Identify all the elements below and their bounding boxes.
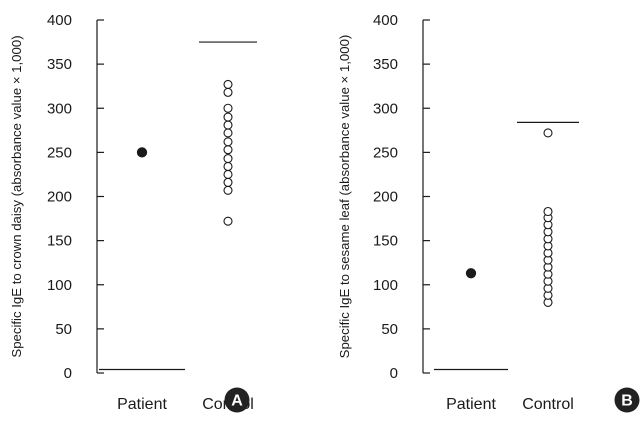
y-tick-label: 300: [47, 100, 72, 117]
data-point-control: [223, 216, 233, 226]
data-point-control: [223, 137, 233, 147]
y-tick-label: 350: [373, 56, 398, 73]
y-tick-label: 150: [47, 233, 72, 250]
data-point-patient: [465, 268, 477, 279]
panel-badge: A: [224, 387, 250, 413]
data-point-control: [223, 79, 233, 89]
data-point-control: [223, 154, 233, 164]
y-tick-label: 50: [381, 321, 398, 338]
data-point-control: [223, 161, 233, 172]
y-tick-label: 150: [373, 233, 398, 250]
panel-badge: B: [614, 387, 640, 413]
y-axis-title: Specific IgE to crown daisy (absorbance …: [9, 35, 24, 357]
data-point-control: [223, 87, 233, 97]
panel-badge-letter: A: [231, 393, 243, 410]
y-tick-label: 300: [373, 100, 398, 117]
y-tick-label: 100: [47, 277, 72, 294]
data-point-control: [543, 128, 553, 138]
y-tick-label: 0: [64, 365, 72, 382]
data-point-patient: [136, 147, 148, 158]
panel-badge-circle: [224, 387, 250, 413]
y-tick-label: 0: [390, 365, 398, 382]
data-point-control: [223, 169, 233, 179]
x-category-label: Patient: [446, 396, 496, 413]
x-category-label: Patient: [117, 396, 167, 413]
y-tick-label: 200: [373, 189, 398, 206]
panel-badge-letter: B: [621, 393, 633, 410]
panel-badge-circle: [614, 387, 640, 413]
y-tick-label: 250: [47, 144, 72, 161]
data-point-control: [223, 185, 233, 195]
y-tick-label: 50: [55, 321, 72, 338]
data-point-control: [223, 112, 233, 122]
chart-panel-a: 0 50 100 150 200 250 300 350 400 Specific IgE to …: [9, 12, 257, 413]
data-point-control: [223, 103, 233, 113]
data-point-control: [543, 206, 553, 217]
y-tick-label: 400: [373, 12, 398, 29]
y-tick-label: 200: [47, 189, 72, 206]
x-category-label: Control: [522, 396, 574, 413]
y-axis-title: Specific IgE to sesame leaf (absorbance …: [337, 35, 352, 359]
data-point-control: [223, 177, 233, 187]
y-tick-label: 250: [373, 144, 398, 161]
data-point-control: [223, 145, 233, 155]
y-tick-label: 100: [373, 277, 398, 294]
data-point-control: [223, 120, 233, 130]
data-point-control: [223, 128, 233, 138]
chart-panel-b: 0 50 100 150 200 250 300 350 400 Specific IgE to …: [337, 12, 640, 413]
y-tick-label: 350: [47, 56, 72, 73]
y-tick-label: 400: [47, 12, 72, 29]
